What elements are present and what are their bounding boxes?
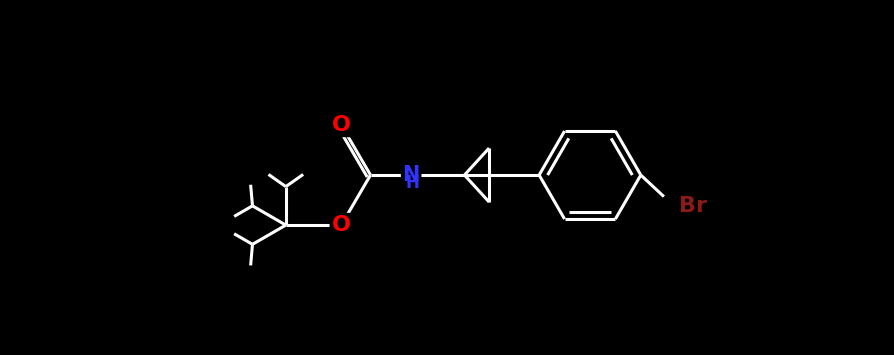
Text: Br: Br <box>679 196 706 216</box>
Text: O: O <box>332 215 350 235</box>
Text: N: N <box>401 165 418 185</box>
Text: H: H <box>405 174 418 192</box>
Text: O: O <box>332 115 350 135</box>
